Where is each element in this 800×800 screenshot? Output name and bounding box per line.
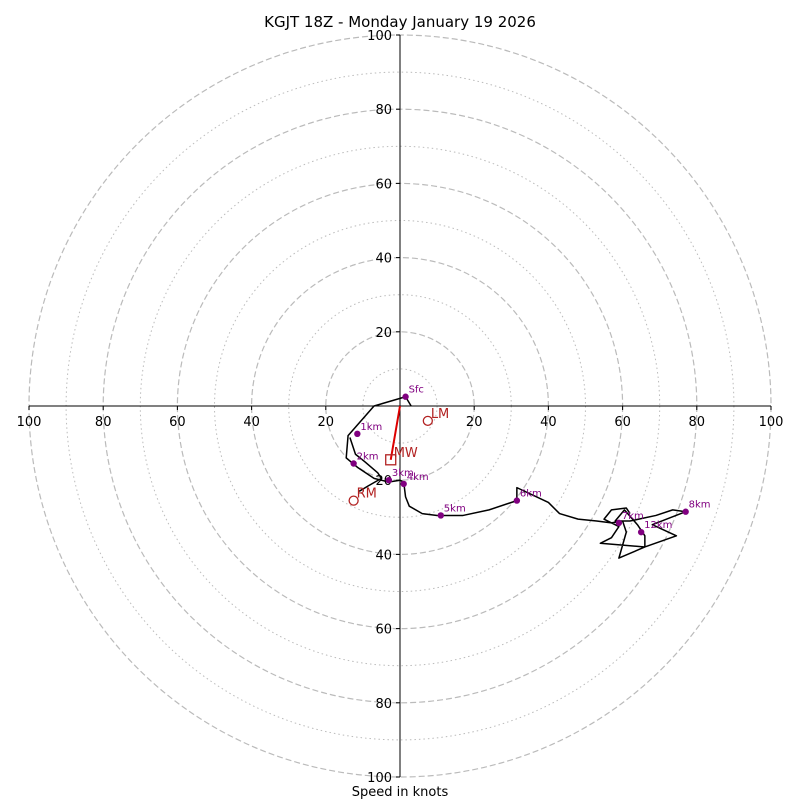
y-tick-label: 60 bbox=[375, 623, 392, 638]
x-tick-label: 80 bbox=[689, 415, 706, 430]
height-label: 12km bbox=[644, 520, 672, 531]
motion-marker bbox=[348, 495, 359, 506]
height-label: 1km bbox=[360, 422, 382, 433]
x-tick-label: 60 bbox=[169, 415, 186, 430]
y-tick-label: 40 bbox=[375, 548, 392, 563]
height-point bbox=[400, 480, 407, 488]
y-tick-label: 60 bbox=[375, 177, 392, 192]
y-tick-label: 100 bbox=[367, 771, 392, 786]
height-label: 7km bbox=[622, 511, 644, 522]
x-axis-label: Speed in knots bbox=[352, 785, 449, 800]
motion-marker bbox=[422, 415, 433, 426]
height-point bbox=[402, 393, 409, 400]
height-point bbox=[354, 430, 361, 438]
motion-label: MW bbox=[394, 446, 418, 461]
y-tick-label: 80 bbox=[375, 103, 392, 118]
x-tick-label: 40 bbox=[540, 415, 557, 430]
x-tick-label: 80 bbox=[95, 415, 112, 430]
y-tick-label: 20 bbox=[375, 326, 392, 341]
motion-marker bbox=[385, 454, 397, 466]
height-label: 5km bbox=[444, 503, 466, 514]
x-tick-label: 20 bbox=[466, 415, 483, 430]
height-point bbox=[682, 508, 689, 515]
y-tick-label: 40 bbox=[375, 252, 392, 267]
trace-line-lower bbox=[349, 437, 383, 492]
chart-title: KGJT 18Z - Monday January 19 2026 bbox=[264, 13, 536, 31]
shear-vector bbox=[389, 405, 401, 460]
height-point bbox=[637, 528, 645, 536]
trace-line bbox=[345, 395, 687, 559]
tick-labels: 100 80 60 40 20 20 40 60 80 100100806040202040608… bbox=[17, 29, 784, 786]
x-tick-label: 60 bbox=[614, 415, 631, 430]
storm-motion-markers: LM MW RM bbox=[348, 407, 449, 506]
height-point bbox=[513, 497, 521, 504]
height-label: 4km bbox=[407, 472, 429, 483]
x-tick-label: 20 bbox=[318, 415, 335, 430]
height-point bbox=[615, 519, 623, 527]
height-label: 6km bbox=[520, 489, 542, 500]
height-label: 8km bbox=[689, 500, 711, 511]
x-tick-label: 40 bbox=[243, 415, 260, 430]
hodograph-trace bbox=[345, 395, 687, 559]
height-point bbox=[350, 460, 357, 467]
height-point bbox=[385, 477, 393, 484]
height-label: 2km bbox=[357, 452, 379, 463]
motion-label: RM bbox=[357, 487, 377, 502]
x-tick-label: 100 bbox=[759, 415, 784, 430]
shear-vector-line bbox=[389, 405, 401, 460]
y-tick-label: 100 bbox=[367, 29, 392, 44]
motion-label: LM bbox=[431, 407, 449, 422]
x-tick-label: 100 bbox=[17, 415, 42, 430]
height-label: Sfc bbox=[409, 385, 424, 396]
height-label: 3km bbox=[392, 468, 414, 479]
y-tick-label: 80 bbox=[375, 697, 392, 712]
height-point bbox=[437, 512, 445, 519]
